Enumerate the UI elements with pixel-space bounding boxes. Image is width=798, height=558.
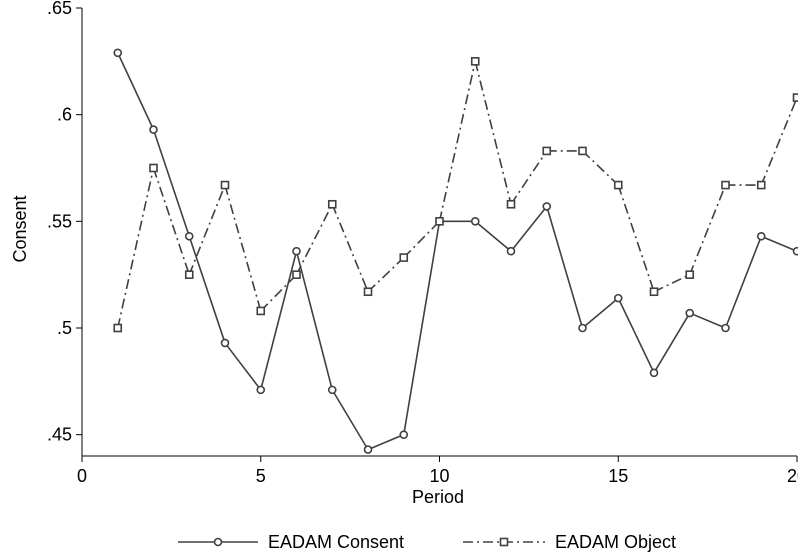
series-1-point <box>363 445 373 454</box>
series-2-segment <box>331 203 369 293</box>
legend-label-2: EADAM Object <box>555 532 676 552</box>
y-tick-label: .5 <box>57 318 72 338</box>
y-tick-label: .6 <box>57 105 72 125</box>
series-2-point <box>292 270 301 279</box>
series-2-point <box>256 306 266 316</box>
series-2-point <box>613 180 623 190</box>
series-2-segment <box>510 150 548 205</box>
series-1-point <box>292 246 301 256</box>
axes: .45 .5 .55 .6 .65 0 5 10 15 20 <box>47 0 798 486</box>
series-2-segment <box>653 273 691 293</box>
series-2-segment <box>617 184 655 292</box>
series-1-point <box>721 323 730 333</box>
legend: EADAM Consent EADAM Object <box>178 532 676 552</box>
y-tick-label: .65 <box>47 0 72 18</box>
series-1-point <box>685 308 695 318</box>
series-1-point <box>113 48 123 58</box>
y-tick-label: .45 <box>47 425 72 445</box>
series-2-point <box>363 287 373 297</box>
series-2-segment <box>760 97 798 186</box>
series-1-point <box>613 293 623 303</box>
series-2-point <box>435 217 444 226</box>
series-2-segment <box>367 257 405 293</box>
series-2-segment <box>403 220 441 259</box>
series-1-segment <box>724 235 762 329</box>
series-2-point <box>470 57 480 66</box>
series-1-point <box>149 125 158 134</box>
series-2-point <box>327 199 337 209</box>
legend-label-1: EADAM Consent <box>268 532 404 552</box>
series-2-segment <box>474 61 512 205</box>
legend-marker-2 <box>499 537 509 547</box>
series-1-segment <box>474 220 512 252</box>
x-tick-label: 5 <box>256 466 266 486</box>
series-1-point <box>756 231 766 241</box>
series-2-point <box>113 323 123 333</box>
series-1-point <box>220 338 230 348</box>
series-2-point <box>685 270 695 279</box>
x-tick-label: 20 <box>787 466 798 486</box>
series-2-point <box>149 163 158 173</box>
series-2-point <box>792 93 798 102</box>
series-1-point <box>578 323 587 333</box>
series-2-point <box>649 287 659 297</box>
series-1-segment <box>152 129 191 237</box>
series-1-point <box>649 368 659 378</box>
series-1-point <box>542 202 552 211</box>
series-1-segment <box>653 312 691 374</box>
series-1-segment <box>545 206 584 329</box>
series-1-point <box>792 246 798 256</box>
series-2-segment <box>689 184 727 275</box>
series-1-point <box>470 217 480 226</box>
series-1-segment <box>689 312 726 329</box>
x-tick-label: 10 <box>429 466 449 486</box>
x-axis-title: Period <box>412 487 464 507</box>
y-tick-label: .55 <box>47 211 72 231</box>
series-1-segment <box>331 389 369 451</box>
series-2-segment <box>438 61 477 222</box>
series-2-point <box>184 270 194 279</box>
series-1-point <box>506 246 516 256</box>
series-2-segment <box>224 184 262 312</box>
series-lines <box>116 52 798 451</box>
series-2-point <box>756 180 766 190</box>
y-axis-title: Consent <box>10 195 30 262</box>
series-1-point <box>184 231 194 241</box>
series-2-point <box>721 180 730 190</box>
series-1-segment <box>188 236 226 344</box>
series-1-segment <box>224 342 262 391</box>
series-1-point <box>256 385 266 395</box>
series-1-point <box>399 430 409 439</box>
series-2-point <box>542 146 552 156</box>
series-1-segment <box>402 221 441 435</box>
series-1-point <box>327 385 337 395</box>
series-2-segment <box>188 184 226 275</box>
series-2-segment <box>581 150 619 186</box>
x-tick-label: 15 <box>608 466 628 486</box>
series-2-point <box>578 146 587 156</box>
series-2-point <box>220 180 230 190</box>
series-markers <box>113 48 798 454</box>
series-2-segment <box>260 274 298 312</box>
series-1-segment <box>760 235 798 252</box>
series-1-segment <box>259 251 298 391</box>
series-1-segment <box>367 433 405 451</box>
series-2-segment <box>295 203 333 276</box>
series-1-segment <box>117 52 155 130</box>
series-1-segment <box>295 251 334 391</box>
series-2-point <box>506 199 516 209</box>
legend-marker-1 <box>213 537 223 547</box>
series-2-point <box>399 253 409 262</box>
series-1-segment <box>581 297 619 329</box>
series-2-segment <box>116 167 155 329</box>
series-1-segment <box>510 205 548 252</box>
series-1-segment <box>617 297 655 374</box>
x-tick-label: 0 <box>77 466 87 486</box>
